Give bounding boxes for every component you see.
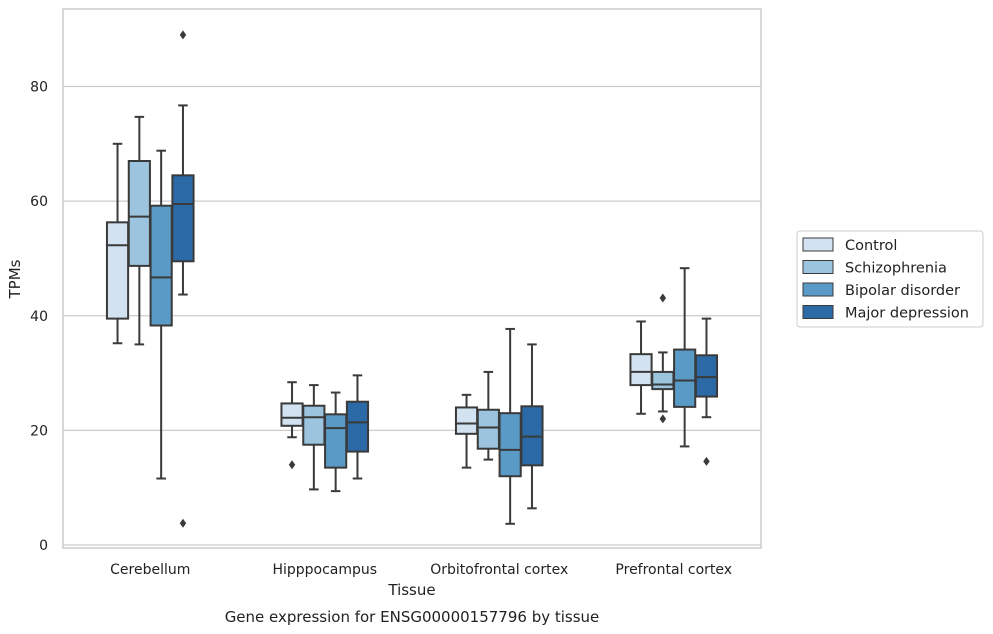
- gridlines: [63, 85, 761, 546]
- box-group: [520, 343, 544, 510]
- outlier-point: [288, 460, 296, 470]
- y-tick-label: 60: [30, 194, 48, 210]
- box-series: [105, 30, 719, 528]
- y-tick-label: 0: [39, 538, 48, 554]
- box: [454, 406, 479, 435]
- legend-swatch: [802, 282, 834, 297]
- y-axis-label: TPMs: [6, 259, 24, 299]
- x-tick-label: Prefrontal cortex: [615, 562, 732, 578]
- y-tick-label: 80: [30, 80, 48, 96]
- box: [476, 408, 500, 450]
- box-group: [454, 393, 479, 469]
- box: [498, 412, 522, 478]
- box: [302, 404, 326, 446]
- box: [105, 221, 130, 320]
- box-group: [629, 320, 653, 415]
- box: [127, 160, 151, 267]
- legend-label: Bipolar disorder: [845, 283, 960, 299]
- y-tick-label: 40: [30, 309, 48, 325]
- box-group: [651, 293, 675, 424]
- box: [324, 413, 348, 469]
- outlier-point: [179, 518, 187, 528]
- x-tick-label: Hipppocampus: [272, 562, 377, 578]
- x-axis-label: Tissue: [387, 581, 435, 599]
- box: [345, 400, 370, 453]
- box-group: [324, 391, 348, 493]
- box-group: [280, 381, 304, 470]
- box: [673, 348, 697, 408]
- x-tick-label: Cerebellum: [110, 562, 190, 578]
- box-group: [694, 317, 719, 466]
- box-group: [127, 115, 151, 346]
- legend-label: Major depression: [845, 306, 969, 322]
- outlier-point: [703, 456, 710, 466]
- legend-swatch: [802, 260, 834, 274]
- legend: Control Schizophrenia Bipolar disorder Majo…: [796, 230, 984, 328]
- box: [280, 402, 304, 427]
- outlier-point: [179, 30, 187, 40]
- legend-label: Schizophrenia: [845, 261, 947, 277]
- legend-swatch: [802, 305, 834, 319]
- box: [629, 353, 653, 387]
- box: [171, 174, 195, 263]
- box-group: [149, 149, 173, 480]
- legend-frame: [796, 230, 984, 328]
- box: [651, 370, 675, 391]
- box-group: [105, 142, 130, 345]
- box-group: [345, 374, 370, 480]
- box-group: [171, 30, 195, 528]
- y-tick-labels: 0 20 40 60 80: [30, 80, 48, 555]
- legend-swatch: [802, 237, 834, 252]
- box: [694, 354, 719, 398]
- outlier-point: [659, 293, 667, 303]
- y-tick-label: 20: [30, 423, 48, 439]
- legend-label: Control: [845, 238, 897, 254]
- x-tick-labels: Cerebellum Hipppocampus Orbitofrontal cort…: [110, 562, 732, 578]
- box-group: [476, 370, 500, 461]
- plot-area: [62, 8, 762, 549]
- outlier-point: [659, 414, 667, 424]
- box: [149, 204, 173, 327]
- x-tick-label: Orbitofrontal cortex: [430, 562, 568, 578]
- chart-caption: Gene expression for ENSG00000157796 by t…: [225, 608, 600, 626]
